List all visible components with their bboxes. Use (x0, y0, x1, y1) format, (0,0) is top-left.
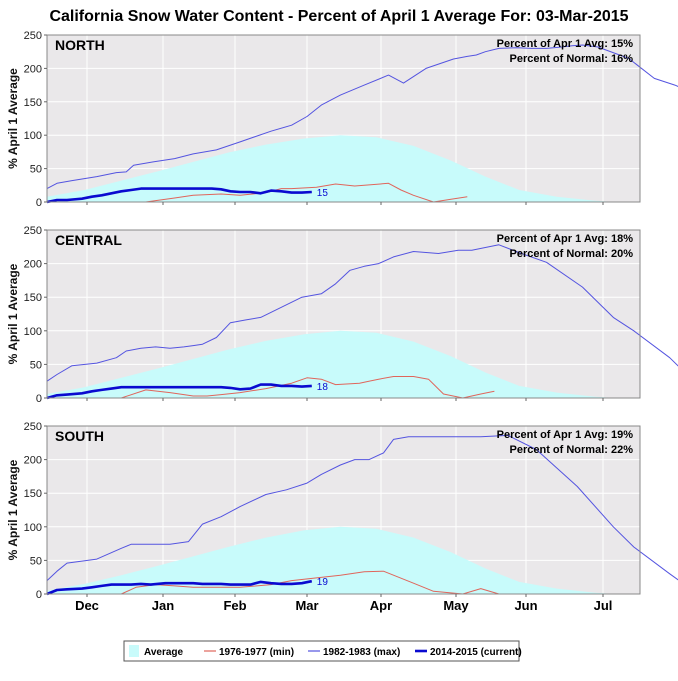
central-stat-1: Percent of Normal: 20% (510, 248, 634, 260)
north-series-average (47, 135, 616, 202)
north-plot-border (46, 34, 641, 203)
central-y-axis-label: % April 1 Average (6, 263, 20, 364)
legend-label-min: 1976-1977 (min) (219, 647, 294, 658)
south-series-max (46, 434, 678, 581)
south-current-value-label: 19 (317, 577, 329, 588)
central-y-tick-label: 200 (24, 259, 42, 271)
south-panel-title: SOUTH (55, 428, 104, 444)
south-series-average (47, 526, 616, 594)
north-y-tick-label: 250 (24, 30, 42, 42)
central-series-current (46, 383, 312, 400)
south-y-tick-label: 50 (30, 555, 42, 567)
x-tick-label-feb: Feb (223, 598, 246, 613)
central-series-max (46, 244, 678, 382)
south-stat-1: Percent of Normal: 22% (510, 444, 634, 456)
legend-box (123, 640, 520, 662)
south-series-current (46, 579, 313, 596)
x-tick-label-jan: Jan (152, 598, 174, 613)
central-stat-0: Percent of Apr 1 Avg: 18% (497, 233, 634, 245)
north-y-axis-label: % April 1 Average (6, 68, 20, 169)
north-y-tick-label: 50 (30, 164, 42, 176)
central-y-tick-label: 150 (24, 292, 42, 304)
central-plot-border (46, 229, 641, 399)
north-y-tick-label: 150 (24, 97, 42, 109)
central-current-value-label: 18 (317, 382, 329, 393)
x-tick-label-may: May (443, 598, 469, 613)
south-stat-0: Percent of Apr 1 Avg: 19% (497, 429, 634, 441)
central-series-min (47, 376, 495, 399)
north-stat-1: Percent of Normal: 16% (510, 53, 634, 65)
north-series-max (46, 44, 678, 190)
south-y-tick-label: 0 (36, 589, 42, 601)
south-y-tick-label: 100 (24, 522, 42, 534)
north-series-min (47, 182, 468, 203)
central-panel-title: CENTRAL (55, 232, 122, 248)
legend-label-current: 2014-2015 (current) (430, 647, 522, 658)
central-y-tick-label: 100 (24, 326, 42, 338)
north-y-tick-label: 100 (24, 130, 42, 142)
central-y-tick-label: 250 (24, 225, 42, 237)
south-y-tick-label: 150 (24, 488, 42, 500)
central-series-average (47, 330, 616, 398)
south-y-tick-label: 250 (24, 421, 42, 433)
x-tick-label-apr: Apr (370, 598, 392, 613)
south-y-axis-label: % April 1 Average (6, 459, 20, 560)
central-y-tick-label: 50 (30, 359, 42, 371)
legend-swatch-average (129, 645, 139, 657)
x-tick-label-dec: Dec (75, 598, 99, 613)
legend-label-max: 1982-1983 (max) (323, 647, 400, 658)
north-y-tick-label: 0 (36, 197, 42, 209)
legend-label-average: Average (144, 647, 184, 658)
north-current-value-label: 15 (317, 188, 329, 199)
north-stat-0: Percent of Apr 1 Avg: 15% (497, 38, 634, 50)
north-y-tick-label: 200 (24, 63, 42, 75)
south-plot-border (46, 425, 641, 595)
x-tick-label-jun: Jun (514, 598, 537, 613)
x-tick-label-jul: Jul (594, 598, 613, 613)
chart-title: California Snow Water Content - Percent … (49, 8, 629, 25)
north-panel-title: NORTH (55, 37, 105, 53)
south-y-tick-label: 200 (24, 455, 42, 467)
x-tick-label-mar: Mar (295, 598, 318, 613)
north-series-current (46, 187, 312, 204)
central-y-tick-label: 0 (36, 393, 42, 405)
